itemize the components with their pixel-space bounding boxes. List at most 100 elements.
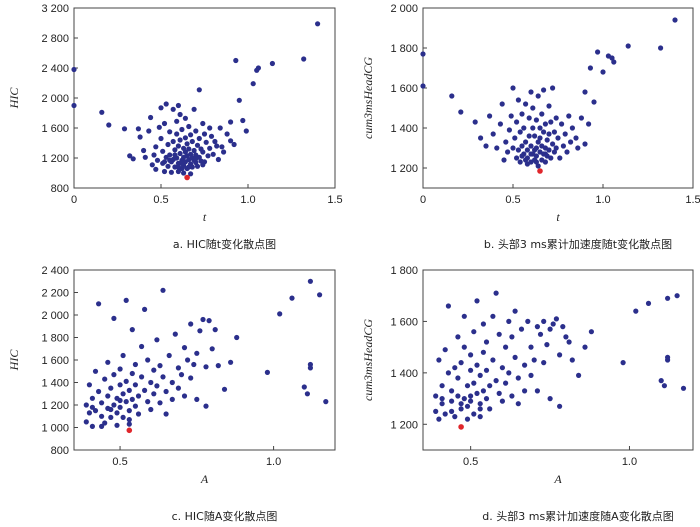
data-point	[243, 128, 249, 134]
panel-caption: d. 头部3 ms累计加速度随A变化散点图	[482, 509, 673, 523]
data-point	[523, 101, 529, 107]
data-point	[194, 350, 200, 356]
data-point	[559, 121, 565, 127]
data-point	[269, 60, 275, 67]
data-point	[464, 416, 471, 422]
data-point	[307, 278, 313, 284]
data-point	[553, 145, 559, 151]
data-point	[477, 406, 483, 412]
highlight-point	[458, 424, 464, 430]
data-point	[208, 133, 215, 139]
data-point	[560, 143, 567, 149]
x-tick-label: 1.0	[240, 194, 255, 206]
data-point	[129, 396, 135, 402]
data-point	[490, 357, 496, 363]
data-point	[533, 117, 540, 123]
y-tick-label: 1 400	[390, 123, 418, 135]
x-tick-label: 0.5	[463, 456, 478, 468]
data-point	[221, 149, 227, 155]
data-point	[534, 324, 541, 330]
data-point	[304, 391, 310, 397]
data-point	[99, 400, 105, 406]
data-point	[89, 395, 95, 401]
data-point	[89, 404, 95, 410]
data-point	[512, 135, 518, 141]
data-point	[510, 145, 516, 151]
data-point	[250, 81, 256, 87]
data-point	[665, 295, 671, 301]
data-point	[541, 87, 547, 93]
data-point	[547, 396, 553, 402]
data-point	[174, 131, 180, 137]
data-point	[528, 89, 534, 95]
data-point	[172, 152, 178, 158]
y-axis-label: HIC	[7, 87, 21, 110]
data-point	[515, 147, 522, 153]
data-point	[174, 118, 180, 124]
data-point	[307, 365, 313, 371]
data-point	[449, 93, 455, 99]
data-point	[123, 399, 129, 405]
data-point	[228, 138, 234, 144]
data-point	[317, 292, 323, 298]
data-point	[108, 385, 114, 391]
data-point	[499, 398, 505, 404]
data-point	[542, 121, 549, 127]
data-point	[522, 362, 528, 368]
data-point	[114, 422, 120, 428]
data-point	[506, 370, 512, 376]
data-point	[455, 393, 461, 399]
data-point	[129, 327, 135, 333]
data-point	[458, 360, 464, 366]
data-point	[518, 326, 525, 332]
data-point	[105, 359, 111, 365]
data-point	[163, 388, 169, 395]
data-point	[508, 113, 514, 119]
y-axis-label: cum3msHeadCG	[361, 319, 375, 401]
data-point	[151, 367, 157, 373]
data-point	[212, 138, 218, 145]
data-point	[142, 306, 148, 312]
x-tick-label: 0.5	[112, 456, 127, 468]
data-point	[205, 153, 211, 159]
data-point	[439, 396, 445, 402]
data-point	[120, 391, 126, 397]
data-point	[509, 393, 515, 399]
data-point	[503, 380, 509, 386]
data-point	[645, 300, 652, 306]
data-point	[163, 411, 169, 417]
data-point	[185, 357, 191, 363]
data-point	[181, 345, 188, 351]
data-point	[129, 370, 135, 377]
data-point	[193, 156, 199, 162]
y-tick-label: 1 000	[41, 423, 69, 435]
data-point	[154, 337, 160, 343]
data-point	[468, 398, 474, 404]
data-point	[105, 393, 111, 399]
data-point	[487, 406, 493, 412]
data-point	[535, 139, 541, 145]
data-point	[521, 125, 527, 131]
data-point	[135, 393, 142, 399]
data-point	[472, 119, 478, 125]
data-point	[674, 293, 680, 299]
plot-frame	[422, 7, 694, 189]
data-point	[509, 334, 515, 340]
data-point	[172, 147, 178, 153]
data-point	[455, 334, 461, 340]
y-tick-label: 1 400	[41, 378, 69, 390]
data-point	[595, 49, 601, 55]
data-point	[548, 119, 554, 125]
data-point	[203, 364, 209, 370]
data-point	[609, 55, 615, 61]
data-point	[179, 126, 185, 133]
data-point	[170, 138, 176, 145]
data-point	[200, 149, 206, 155]
data-point	[111, 402, 117, 408]
data-point	[442, 347, 448, 353]
data-point	[71, 66, 77, 73]
data-point	[194, 163, 201, 169]
data-point	[120, 352, 126, 359]
data-point	[161, 159, 168, 165]
data-point	[154, 157, 161, 163]
